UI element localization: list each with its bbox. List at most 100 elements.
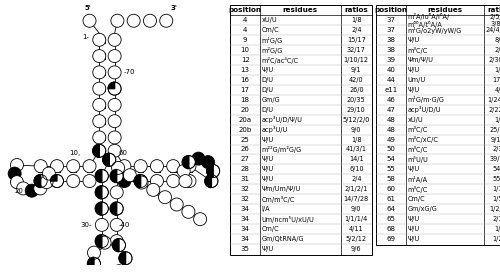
Text: 34: 34 (241, 226, 250, 232)
Circle shape (93, 98, 106, 112)
Text: m¹A/A: m¹A/A (408, 176, 428, 183)
Text: 39/12: 39/12 (490, 156, 500, 162)
Circle shape (183, 160, 196, 173)
Text: m²G/G: m²G/G (262, 47, 283, 54)
Text: 2/5/2/
3/8/6: 2/5/2/ 3/8/6 (490, 14, 500, 27)
Circle shape (88, 246, 101, 259)
Circle shape (108, 131, 121, 144)
Text: 9/0: 9/0 (351, 127, 362, 133)
Text: 42/0: 42/0 (349, 77, 364, 83)
Circle shape (110, 218, 123, 231)
Text: 2/1/2/1: 2/1/2/1 (344, 186, 368, 192)
Text: 9/1: 9/1 (351, 67, 362, 73)
Circle shape (96, 202, 108, 215)
Text: 2/6: 2/6 (494, 47, 500, 53)
Text: 3': 3' (170, 5, 177, 11)
Circle shape (10, 176, 24, 189)
Text: m³C/xC/C: m³C/xC/C (408, 136, 438, 143)
Text: m³C/C: m³C/C (408, 146, 428, 153)
Circle shape (205, 175, 218, 188)
Text: Um/U: Um/U (408, 77, 426, 83)
Text: 48: 48 (386, 127, 396, 133)
Circle shape (183, 175, 196, 187)
Text: 1/10/12: 1/10/12 (344, 57, 369, 63)
Circle shape (108, 82, 121, 95)
Text: 44: 44 (386, 77, 396, 83)
Text: 55/0: 55/0 (492, 176, 500, 182)
Circle shape (83, 160, 96, 173)
Text: 32: 32 (241, 186, 250, 192)
Text: 25/25: 25/25 (490, 127, 500, 133)
Circle shape (124, 169, 136, 182)
Text: Gm/xG/G: Gm/xG/G (408, 206, 437, 212)
Text: D/U: D/U (262, 87, 274, 93)
Text: 41/3/1: 41/3/1 (346, 147, 367, 153)
Circle shape (96, 235, 108, 248)
Text: 1/3: 1/3 (494, 117, 500, 123)
Circle shape (112, 265, 126, 274)
Circle shape (34, 160, 47, 173)
Text: 37: 37 (386, 27, 396, 33)
Circle shape (96, 170, 108, 182)
Text: Ψ/U: Ψ/U (262, 136, 274, 142)
Text: Ψ/U: Ψ/U (408, 226, 420, 232)
Text: 1/20: 1/20 (492, 236, 500, 242)
Text: 2/4: 2/4 (351, 176, 362, 182)
Wedge shape (96, 170, 102, 182)
Text: 65: 65 (386, 216, 396, 222)
Text: m³C/C: m³C/C (408, 186, 428, 193)
Wedge shape (96, 235, 102, 248)
Text: 9: 9 (243, 37, 248, 43)
Text: -40: -40 (118, 222, 130, 228)
Circle shape (192, 152, 205, 165)
Text: D/U: D/U (262, 77, 274, 83)
Wedge shape (110, 170, 116, 182)
Text: 1/54: 1/54 (492, 196, 500, 202)
Text: m¹G/o2yW/yW/G: m¹G/o2yW/yW/G (408, 27, 462, 34)
Text: 25: 25 (241, 136, 250, 142)
Wedge shape (93, 144, 100, 157)
Circle shape (127, 14, 140, 27)
Wedge shape (103, 153, 110, 166)
Text: Cm/m³C/C: Cm/m³C/C (262, 196, 295, 203)
Text: Ψ/U: Ψ/U (408, 67, 420, 73)
Circle shape (93, 66, 106, 79)
Circle shape (10, 159, 24, 172)
Circle shape (96, 218, 108, 231)
Text: 12: 12 (241, 57, 250, 63)
Bar (230, 5, 372, 255)
Text: 24/4/1/0: 24/4/1/0 (486, 27, 500, 33)
Text: e11: e11 (384, 87, 398, 93)
Wedge shape (182, 156, 189, 169)
Text: 6/10: 6/10 (349, 166, 364, 172)
Wedge shape (88, 257, 94, 270)
Wedge shape (206, 164, 213, 178)
Wedge shape (119, 252, 126, 265)
Circle shape (50, 160, 64, 173)
Text: acp³U/D/Ψ/U: acp³U/D/Ψ/U (262, 116, 302, 123)
Circle shape (34, 175, 47, 187)
Circle shape (194, 213, 206, 226)
Circle shape (66, 160, 80, 173)
Circle shape (93, 131, 106, 144)
Text: xU/U: xU/U (408, 117, 423, 123)
Circle shape (150, 160, 164, 173)
Text: 9/1/4: 9/1/4 (491, 136, 500, 142)
Text: 60: 60 (118, 150, 128, 156)
Circle shape (147, 183, 160, 196)
Text: 49: 49 (386, 136, 396, 142)
Circle shape (96, 186, 108, 199)
Circle shape (98, 267, 111, 274)
Text: 10: 10 (240, 47, 250, 53)
Text: 26/0: 26/0 (349, 87, 364, 93)
Wedge shape (108, 82, 114, 89)
Text: Ψ/U: Ψ/U (408, 216, 420, 222)
Text: Ψ/U: Ψ/U (408, 236, 420, 242)
Text: xU/U: xU/U (262, 17, 277, 23)
Text: 35: 35 (241, 246, 250, 252)
Text: 38: 38 (386, 47, 396, 53)
Text: 38: 38 (386, 37, 396, 43)
Wedge shape (50, 175, 57, 181)
Text: 4/0: 4/0 (494, 87, 500, 93)
Text: 32: 32 (241, 196, 250, 202)
